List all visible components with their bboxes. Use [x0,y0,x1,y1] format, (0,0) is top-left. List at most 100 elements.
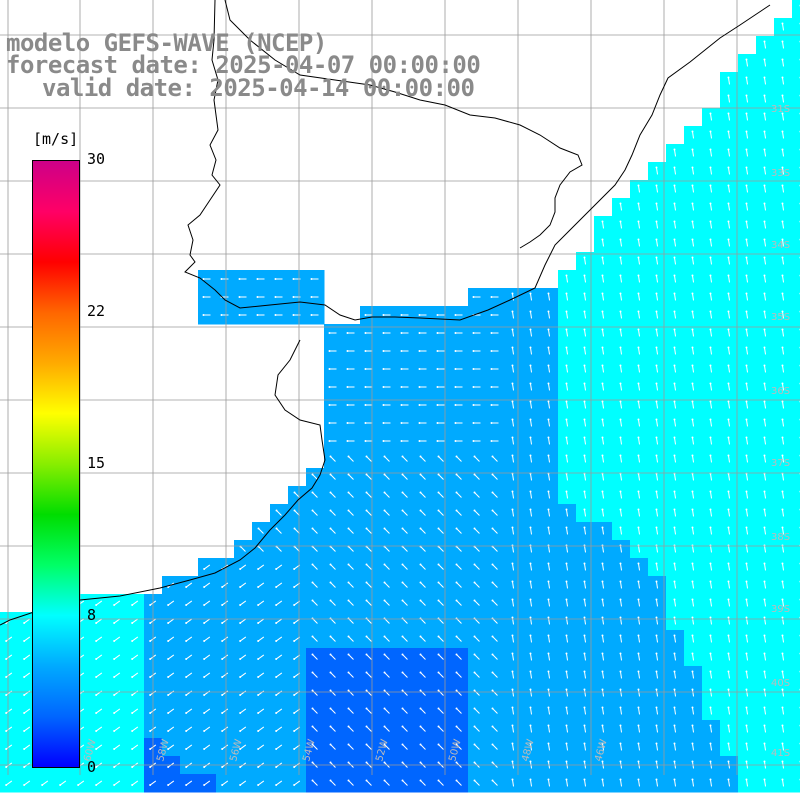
wind-arrow [745,293,749,301]
wind-arrow [330,672,336,678]
wind-arrow [384,708,390,714]
wind-arrow [438,726,444,732]
wind-arrow [492,672,498,678]
wind-arrow-head [347,761,350,764]
wind-arrow-head [745,418,748,421]
wind-arrow-head [472,296,475,298]
wind-arrow [763,437,767,445]
wind-arrow-head [455,473,458,476]
wind-arrow [330,636,336,642]
wind-arrow-head [583,508,586,511]
wind-speed-cell [792,450,800,469]
wind-arrow [601,707,605,715]
wind-arrow-head [149,712,152,715]
wind-arrow [5,672,13,678]
wind-arrow-head [293,712,296,715]
wind-arrow-head [565,346,568,349]
wind-arrow-head [5,748,8,751]
wind-arrow-head [328,332,331,334]
wind-arrow-head [565,598,568,601]
wind-arrow-head [655,256,658,259]
wind-arrow [529,419,533,427]
wind-arrow-head [436,368,439,370]
wind-arrow [745,95,749,103]
wind-arrow-head [637,706,640,709]
wind-arrow [619,203,623,211]
wind-arrow [655,311,659,319]
wind-arrow [691,167,695,175]
wind-arrow [565,689,569,697]
wind-arrow-head [781,706,784,709]
wind-arrow [185,618,193,624]
wind-arrow-head [473,779,476,782]
wind-arrow [366,690,372,696]
wind-arrow-head [436,404,439,406]
wind-arrow [511,635,515,643]
wind-arrow [745,239,749,247]
wind-arrow-head [709,256,712,259]
wind-arrow-head [763,598,766,601]
wind-arrow-head [763,40,766,43]
wind-arrow-head [709,670,712,673]
wind-arrow-head [673,490,676,493]
wind-arrow [583,707,587,715]
wind-arrow [781,59,785,67]
wind-arrow [185,636,193,642]
wind-arrow [619,545,623,553]
wind-arrow-head [601,382,604,385]
wind-arrow-head [473,599,476,602]
wind-arrow-head [583,454,586,457]
wind-speed-cell [792,90,800,109]
wind-arrow [420,780,426,786]
wind-arrow-head [131,730,134,733]
wind-arrow-head [365,725,368,728]
wind-arrow [727,95,731,103]
wind-arrow [583,491,587,499]
wind-arrow [781,437,785,445]
wind-arrow [185,780,193,786]
wind-arrow-head [727,418,730,421]
wind-arrow [637,491,641,499]
wind-arrow [221,654,229,660]
wind-arrow-head [529,562,532,565]
colorbar-tick-15: 15 [87,454,106,472]
wind-arrow [583,599,587,607]
wind-arrow-head [565,616,568,619]
wind-arrow [763,563,767,571]
wind-arrow [511,437,515,445]
wind-arrow-head [220,314,223,316]
wind-arrow-head [5,766,8,769]
wind-arrow-head [472,332,475,334]
wind-arrow [781,77,785,85]
wind-arrow [601,635,605,643]
wind-arrow-head [275,766,278,769]
wind-arrow-head [329,455,332,458]
wind-speed-cell [792,162,800,181]
wind-arrow [619,779,623,787]
wind-arrow-head [727,346,730,349]
wind-arrow [727,257,731,265]
wind-arrow-head [745,76,748,79]
wind-arrow-head [781,220,784,223]
wind-arrow-head [437,491,440,494]
wind-arrow [366,528,372,534]
wind-arrow [312,546,318,552]
wind-speed-cell [792,126,800,145]
wind-arrow [330,492,336,498]
wind-arrow-head [5,640,8,643]
wind-arrow [763,311,767,319]
wind-arrow [637,293,641,301]
wind-arrow-head [490,422,493,424]
wind-arrow [781,563,785,571]
wind-arrow [691,347,695,355]
wind-arrow-head [382,422,385,424]
wind-arrow-head [472,404,475,406]
wind-arrow [655,581,659,589]
wind-arrow-head [511,418,514,421]
wind-arrow-head [221,730,224,733]
wind-arrow [565,509,569,517]
wind-arrow-head [745,274,748,277]
wind-arrow [655,347,659,355]
wind-arrow [402,744,408,750]
wind-arrow-head [203,586,206,589]
